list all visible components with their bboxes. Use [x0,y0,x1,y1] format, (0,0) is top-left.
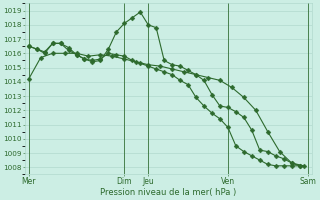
X-axis label: Pression niveau de la mer( hPa ): Pression niveau de la mer( hPa ) [100,188,236,197]
